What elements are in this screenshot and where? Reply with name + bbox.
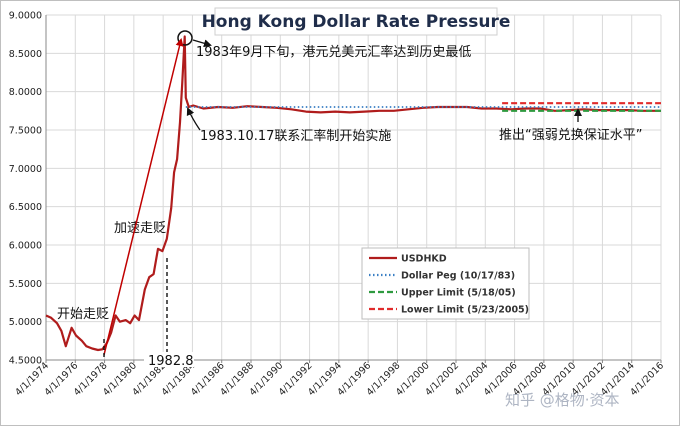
y-axis: 4.5000 5.0000 5.5000 6.0000 6.5000 7.0000 7.50… <box>9 11 47 367</box>
legend-label: USDHKD <box>401 254 447 265</box>
limits-annotation: 推出“强弱兑换保证水平” <box>499 128 642 143</box>
legend: USDHKD Dollar Peg (10/17/83) Upper Limit (… <box>361 247 530 320</box>
y-tick-label: 5.0000 <box>9 317 42 328</box>
accel-annotation: 加速走贬 <box>114 221 166 236</box>
watermark-text: 知乎 @格物·资本 <box>505 391 620 409</box>
date-annotation: 1982.8 <box>148 354 194 369</box>
title-box <box>214 7 498 36</box>
trend-arrow <box>103 38 184 356</box>
chart-title: Hong Kong Dollar Rate Pressure <box>202 12 511 32</box>
y-tick-label: 4.5000 <box>9 356 42 367</box>
peg-arrow <box>186 107 201 131</box>
start-annotation: 开始走贬 <box>57 307 109 322</box>
legend-label: Lower Limit (5/23/2005) <box>401 305 529 316</box>
y-tick-label: 7.0000 <box>9 164 42 175</box>
legend-box <box>361 247 530 320</box>
y-tick-label: 6.5000 <box>9 202 42 213</box>
legend-label: Dollar Peg (10/17/83) <box>401 271 515 282</box>
y-tick-label: 5.5000 <box>9 279 42 290</box>
series-line-0 <box>45 35 661 352</box>
y-tick-label: 7.5000 <box>9 126 42 137</box>
peak-annotation: 1983年9月下旬，港元兑美元汇率达到历史最低 <box>196 44 471 60</box>
y-tick-label: 8.0000 <box>9 87 42 98</box>
y-tick-label: 8.5000 <box>9 49 42 60</box>
date-label-bg <box>144 352 194 367</box>
legend-label: Upper Limit (5/18/05) <box>401 288 516 299</box>
peg-annotation: 1983.10.17联系汇率制开始实施 <box>200 128 391 144</box>
y-tick-label: 6.0000 <box>9 241 42 252</box>
series-layer <box>45 35 661 352</box>
peak-circle <box>177 30 193 46</box>
peak-arrow <box>192 39 212 48</box>
y-tick-label: 9.0000 <box>9 11 42 22</box>
